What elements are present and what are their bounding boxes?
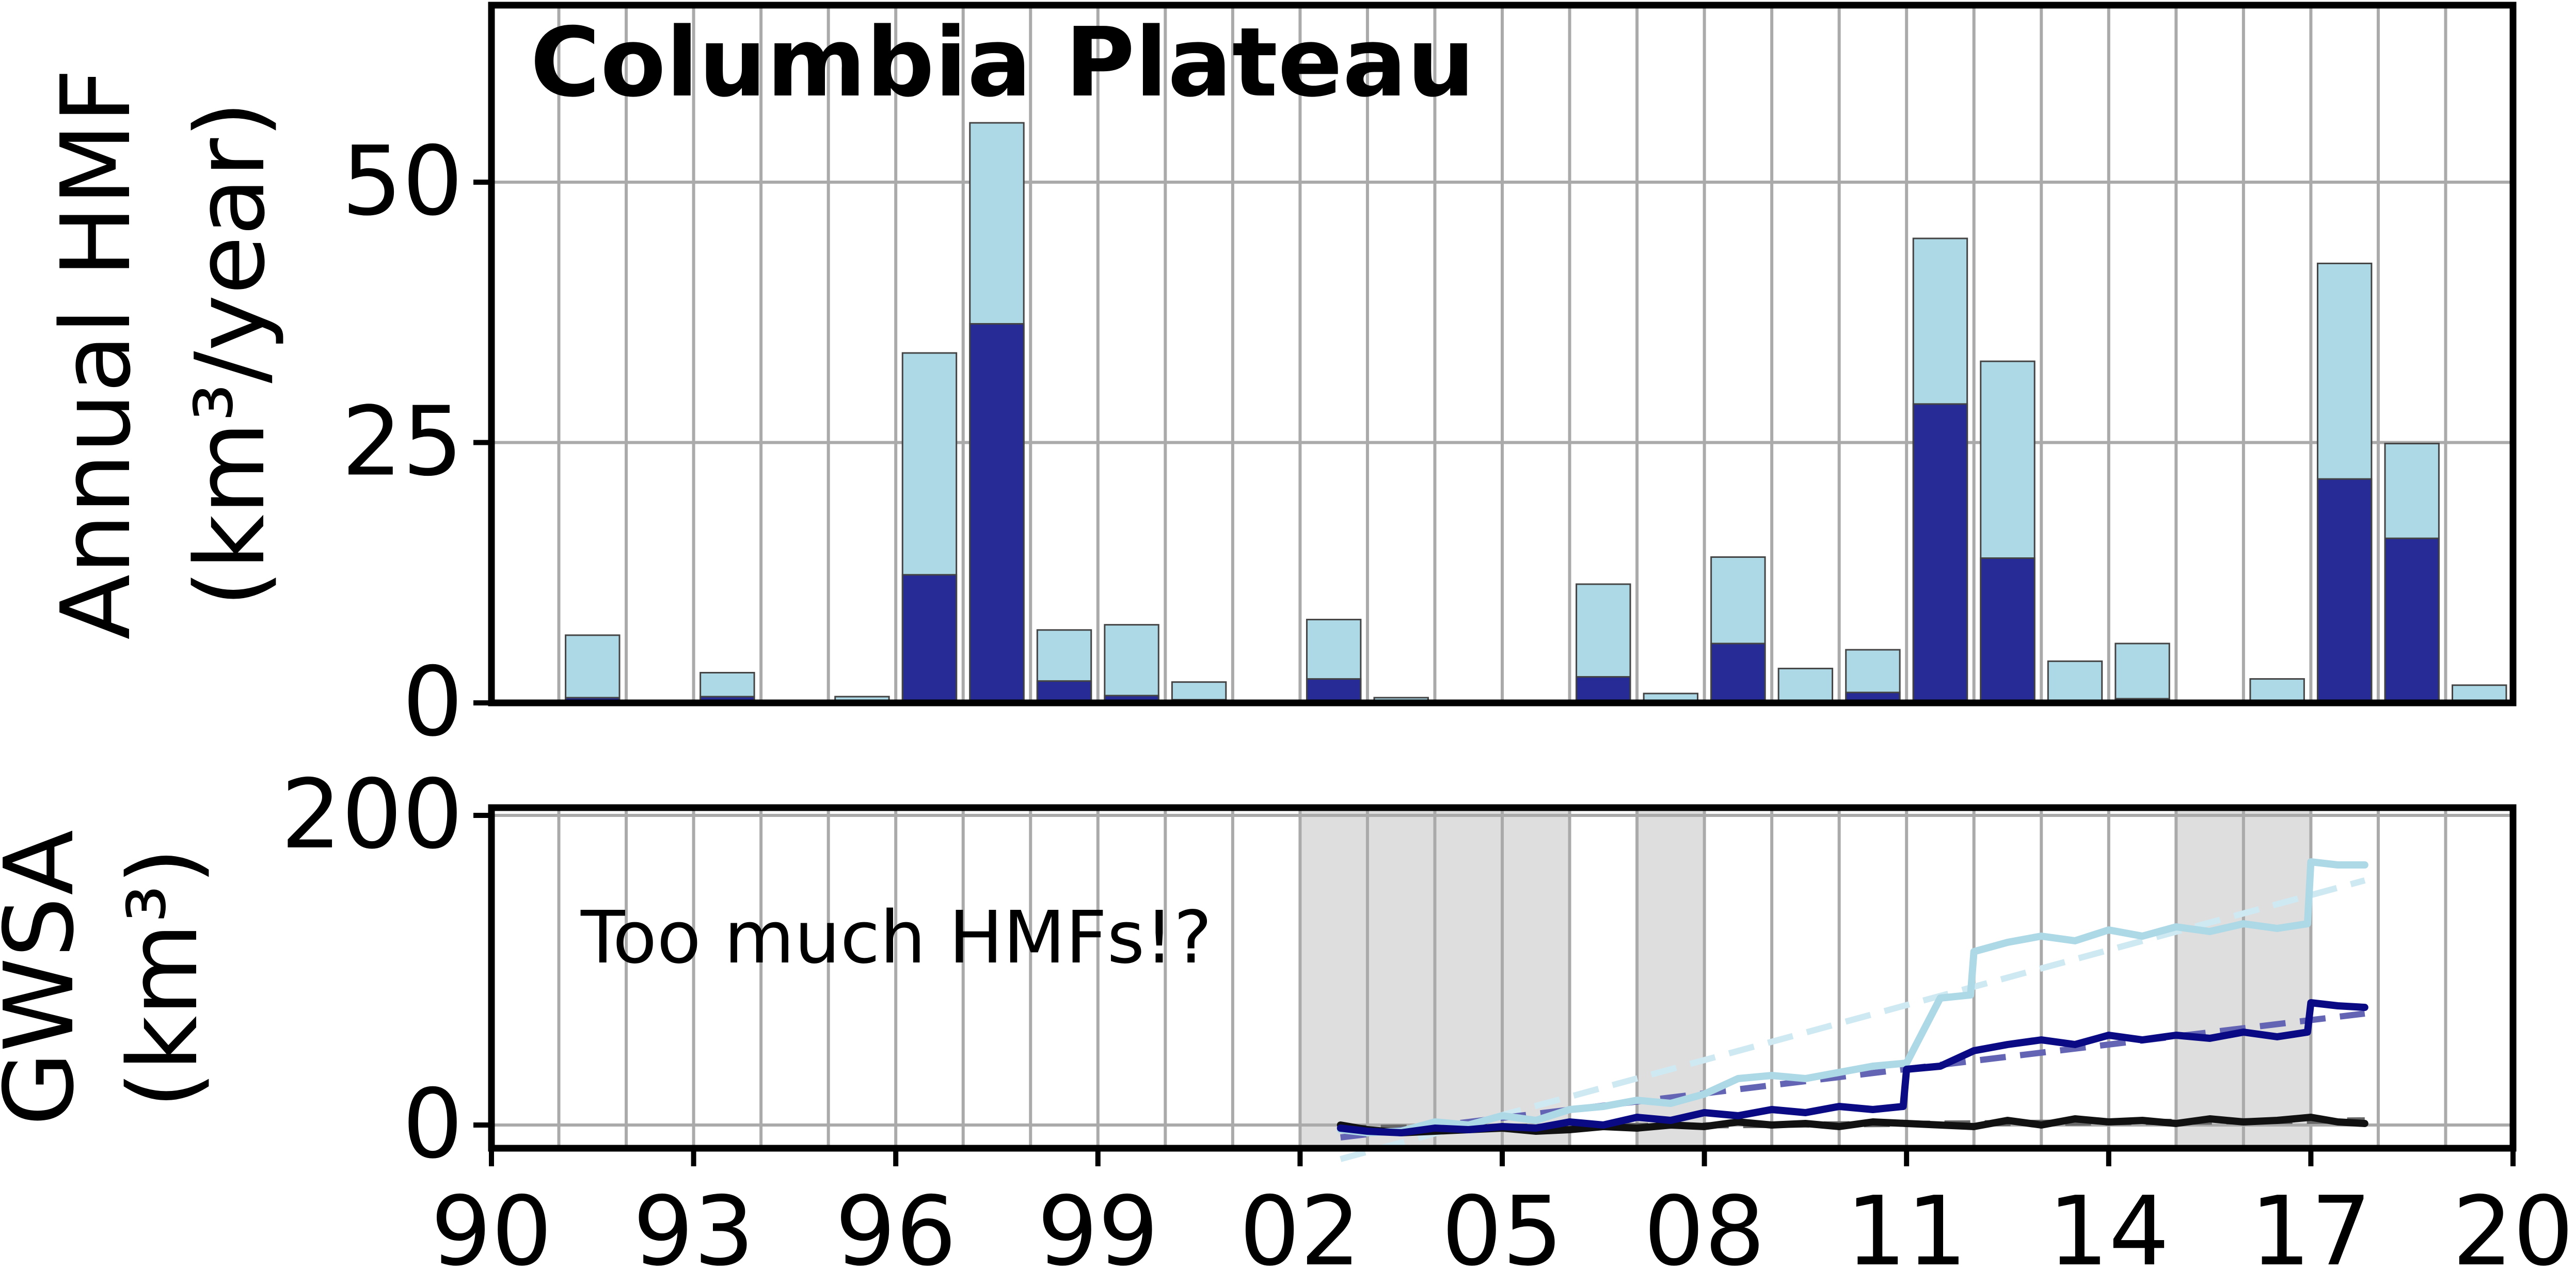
gwsa-annotation: Too much HMFs!? [580, 896, 1212, 980]
gwsa-y-ticks: 0 200 [281, 759, 491, 1180]
hmf-base-bar [1576, 676, 1631, 704]
gwsa-light-line [1337, 858, 2368, 1136]
hmf-y-tick-label: 25 [342, 386, 463, 497]
hmf-bars [565, 122, 2507, 704]
gwsa-y-tick-label: 0 [402, 1068, 463, 1180]
hmf-total-bar [1777, 667, 1834, 704]
chart-title: Columbia Plateau [530, 7, 1475, 118]
gwsa-x-tick-label: 17 [2250, 1176, 2372, 1285]
hmf-total-bar [2249, 678, 2305, 704]
gwsa-x-tick-label: 96 [835, 1176, 956, 1285]
gwsa-x-ticks: 90 93 96 99 02 05 08 11 14 17 20 [431, 1148, 2574, 1285]
gwsa-line-panel: 0 200 90 93 96 99 02 05 08 11 14 17 20 Too much HMF… [0, 759, 2574, 1285]
gwsa-y-axis-label-line2: (km³) [107, 847, 219, 1109]
gwsa-y-tick-label: 200 [281, 759, 463, 870]
hmf-base-bar [901, 574, 958, 704]
gwsa-y-axis-label-line1: GWSA [0, 830, 95, 1126]
hmf-gridlines [491, 5, 2513, 703]
hmf-total-bar [565, 634, 621, 704]
hmf-base-bar [2316, 478, 2373, 704]
hmf-y-tick-label: 50 [342, 125, 463, 237]
hmf-total-bar [2114, 642, 2170, 704]
hmf-total-bar [2047, 660, 2103, 704]
hmf-base-bar [1710, 642, 1766, 704]
gwsa-series [1337, 858, 2368, 1162]
hmf-base-bar [969, 323, 1025, 704]
hmf-bar-panel: 0 25 50 Columbia Plateau Annual HMF (km³/y… [40, 2, 2517, 758]
hmf-base-bar [1912, 403, 1968, 704]
hmf-y-ticks: 0 25 50 [342, 125, 491, 758]
gwsa-trend-light-line [1340, 877, 2366, 1162]
gwsa-x-tick-label: 14 [2048, 1176, 2169, 1285]
hmf-base-bar [1306, 678, 1362, 704]
hmf-y-tick-label: 0 [402, 646, 463, 758]
gwsa-x-tick-label: 02 [1239, 1176, 1361, 1285]
gwsa-x-tick-label: 20 [2452, 1176, 2573, 1285]
hmf-y-axis-label-line1: Annual HMF [40, 68, 152, 639]
hmf-total-bar [1104, 624, 1159, 704]
gwsa-dark-line [1337, 999, 2368, 1136]
hmf-plot-frame [488, 2, 2517, 706]
hmf-base-bar [2384, 537, 2440, 704]
hmf-y-axis-label-line2: (km³/year) [174, 101, 286, 607]
gwsa-x-tick-label: 99 [1037, 1176, 1158, 1285]
gwsa-shaded-span [1637, 808, 1705, 1148]
gwsa-x-tick-label: 11 [1846, 1176, 1967, 1285]
gwsa-gridlines [491, 808, 2513, 1148]
gwsa-x-tick-label: 93 [633, 1176, 754, 1285]
gwsa-x-tick-label: 05 [1441, 1176, 1563, 1285]
hmf-base-bar [1980, 557, 2036, 704]
gwsa-x-tick-label: 90 [431, 1176, 552, 1285]
gwsa-x-tick-label: 08 [1644, 1176, 1765, 1285]
